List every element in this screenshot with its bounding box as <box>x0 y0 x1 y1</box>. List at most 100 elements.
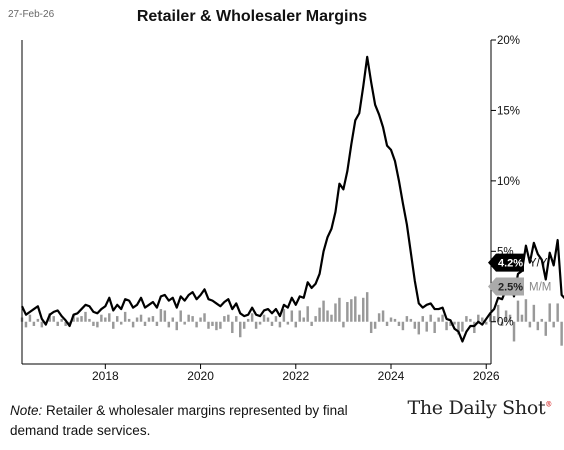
mm-bar <box>64 321 67 326</box>
mm-bar <box>326 310 329 322</box>
mm-bar <box>274 316 278 322</box>
end-label-tag <box>488 253 524 272</box>
series-name: M/M <box>529 282 551 294</box>
x-tick-label: 2022 <box>282 369 309 383</box>
mm-bar <box>219 321 222 329</box>
mm-bar <box>496 304 500 322</box>
mm-bar <box>131 321 135 328</box>
mm-bar <box>135 317 139 322</box>
mm-bar <box>258 321 262 325</box>
x-tick-label: 2020 <box>187 369 214 383</box>
mm-bar <box>207 321 210 329</box>
mm-bar <box>516 300 520 322</box>
mm-bar <box>338 297 341 322</box>
mm-bar <box>457 321 460 335</box>
mm-bar <box>171 317 175 322</box>
mm-bar <box>203 313 206 322</box>
mm-bar <box>246 318 250 322</box>
mm-bar <box>298 310 301 322</box>
mm-bar <box>465 316 468 322</box>
mm-bar <box>254 321 258 329</box>
mm-bar <box>433 321 436 334</box>
mm-bar <box>322 300 325 322</box>
mm-bar <box>147 317 151 322</box>
y-tick-label: 0% <box>497 317 514 329</box>
mm-bar <box>36 318 40 322</box>
mm-bar <box>441 314 444 322</box>
mm-bar <box>508 314 512 322</box>
mm-bar <box>250 313 254 322</box>
end-label-value: 2.5% <box>498 282 523 294</box>
mm-bar <box>504 310 508 322</box>
mm-bar <box>159 309 163 322</box>
mm-bar <box>314 316 317 322</box>
y-axis: 0%5%10%15%20% <box>491 35 520 329</box>
mm-bar <box>266 317 270 322</box>
mm-bar <box>191 316 194 322</box>
mm-bar <box>179 310 182 322</box>
end-labels: 4.2% Y/Y 2.5% M/M <box>488 253 551 296</box>
note-text: Retailer & wholesaler margins represente… <box>10 403 348 438</box>
y-tick-label: 20% <box>497 35 520 47</box>
mm-bar <box>286 321 290 325</box>
mm-bar <box>104 317 107 322</box>
mm-bar <box>187 314 190 322</box>
mm-bar <box>477 314 480 322</box>
brand-logo: The Daily Shot® <box>407 397 552 419</box>
mm-bar <box>536 321 540 331</box>
mm-bar <box>385 321 389 326</box>
mm-bar <box>445 321 448 331</box>
mm-bar <box>215 321 218 331</box>
mm-bar <box>100 314 103 322</box>
mm-bar <box>417 321 421 335</box>
mm-bar <box>183 321 186 325</box>
mm-bar <box>500 321 504 326</box>
date-stamp: 27-Feb-26 <box>8 9 55 20</box>
mm-bar <box>540 318 544 322</box>
mm-bar <box>112 321 115 329</box>
mm-bar <box>524 299 528 322</box>
mm-bar <box>151 316 155 322</box>
end-label-tag <box>488 277 524 296</box>
mm-bar <box>485 321 488 325</box>
mm-bar <box>139 314 143 322</box>
mm-bar <box>389 317 393 322</box>
footnote: Note: Retailer & wholesaler margins repr… <box>10 401 390 441</box>
mm-bar <box>211 321 214 326</box>
mm-bar <box>56 321 59 326</box>
y-tick-label: 15% <box>497 105 520 117</box>
mm-bar <box>397 321 401 326</box>
mm-bar <box>235 316 238 322</box>
mm-bar <box>143 321 147 326</box>
mm-bar <box>32 321 36 326</box>
x-tick-label: 2024 <box>378 369 405 383</box>
mm-bar <box>28 314 32 322</box>
mm-bar <box>334 303 337 322</box>
yy-line <box>21 55 564 343</box>
x-tick-label: 2018 <box>92 369 119 383</box>
mm-bar <box>421 316 424 322</box>
mm-bar <box>342 321 345 328</box>
mm-bar <box>528 321 532 328</box>
mm-bar <box>401 321 405 331</box>
x-tick-label: 2026 <box>473 369 500 383</box>
mm-bar <box>306 306 309 322</box>
mm-bar <box>163 310 167 322</box>
mm-bar <box>377 313 381 322</box>
mm-bar <box>60 318 63 322</box>
mm-bar <box>492 316 496 322</box>
mm-bar <box>242 321 246 329</box>
mm-bar <box>413 321 417 329</box>
mm-bar <box>393 318 397 322</box>
mm-bar <box>199 317 202 322</box>
chart-title: Retailer & Wholesaler Margins <box>136 8 368 25</box>
mm-bar <box>548 303 551 322</box>
mm-bar <box>481 317 484 322</box>
mm-bar <box>373 321 377 329</box>
mm-bar <box>282 309 286 322</box>
mm-bar <box>40 321 44 328</box>
mm-bar <box>155 321 159 326</box>
mm-bar <box>354 296 357 322</box>
mm-bar <box>437 317 440 322</box>
mm-bar <box>72 314 75 322</box>
